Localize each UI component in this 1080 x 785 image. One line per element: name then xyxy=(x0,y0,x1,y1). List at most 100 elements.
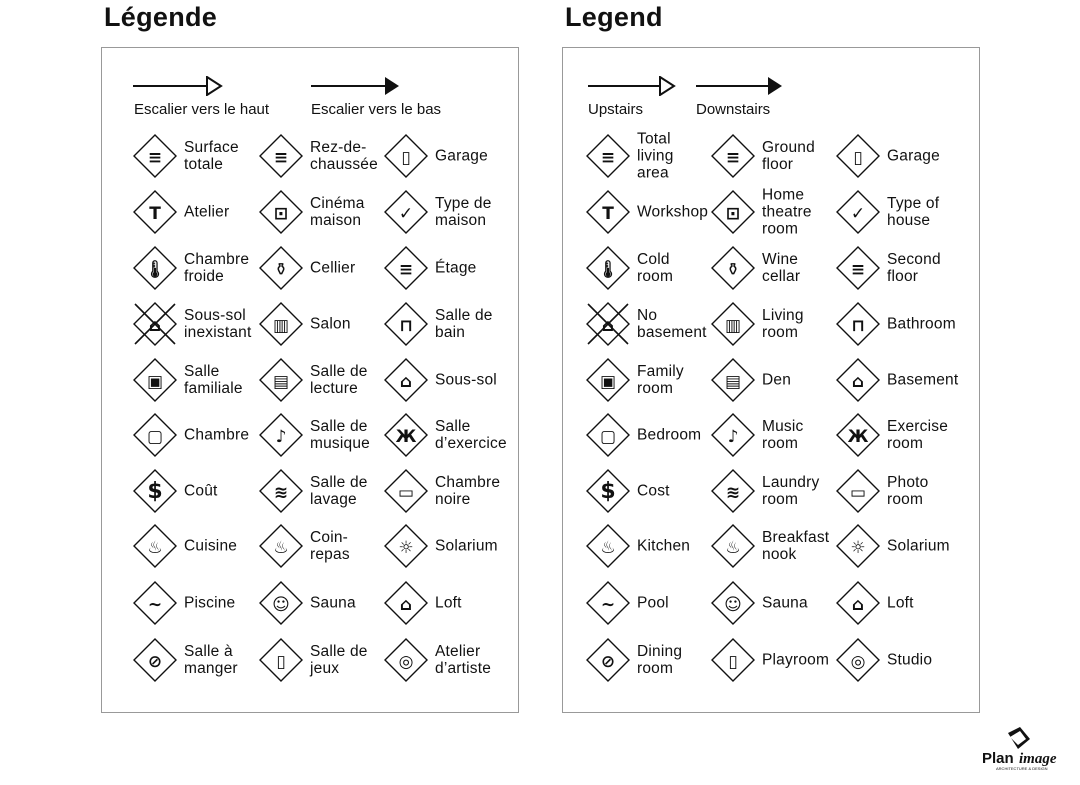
solarium-sun-icon: ☼ xyxy=(384,524,428,568)
english-legend-item: ⊡ Home theatre room xyxy=(711,187,858,262)
upstairs-label: Upstairs xyxy=(588,101,644,118)
english-legend-item: ⊓ Bathroom xyxy=(836,302,983,374)
svg-text:♨: ♨ xyxy=(147,538,162,558)
svg-text:▥: ▥ xyxy=(273,316,289,336)
breakfast-nook-icon: ♨ xyxy=(711,524,755,568)
cost-dollar-icon: $ xyxy=(586,469,630,513)
basement-icon: ⌂ xyxy=(384,358,428,402)
total-living-area-icon: ≡ xyxy=(133,134,177,178)
french-legend-item: ≋ Salle de lavage xyxy=(259,469,406,541)
svg-text:▣: ▣ xyxy=(600,372,616,392)
svg-text:≡: ≡ xyxy=(601,148,615,168)
legend-item-label: Piscine xyxy=(184,594,236,612)
workshop-hammer-icon: T xyxy=(133,190,177,234)
svg-text:▥: ▥ xyxy=(725,316,741,336)
legend-item-label: Sous-sol xyxy=(435,371,497,389)
den-book-icon: ▤ xyxy=(711,358,755,402)
svg-text:≡: ≡ xyxy=(399,260,413,280)
svg-text:⊘: ⊘ xyxy=(601,652,615,672)
svg-text:⊓: ⊓ xyxy=(399,316,413,336)
cold-room-thermometer-icon: 🌡︎ xyxy=(133,246,177,290)
french-legend-item: ⌂ Loft xyxy=(384,581,531,653)
bedroom-icon: ▢ xyxy=(133,413,177,457)
svg-text:✓: ✓ xyxy=(399,204,413,224)
english-legend-item: ⌂ No basement xyxy=(586,302,733,374)
svg-text:⊡: ⊡ xyxy=(726,204,740,224)
svg-text:⚱︎: ⚱︎ xyxy=(274,260,288,280)
svg-text:☺: ☺ xyxy=(724,595,742,615)
french-legend-item: ▢ Chambre xyxy=(133,413,280,485)
french-legend-item: ▭ Chambre noire xyxy=(384,469,531,541)
svg-text:◎: ◎ xyxy=(399,652,414,672)
legend-item-label: Garage xyxy=(435,147,488,165)
french-legend-item: ▯ Salle de jeux xyxy=(259,638,406,710)
kitchen-pot-icon: ♨ xyxy=(586,524,630,568)
legend-item-label: Salle de jeux xyxy=(310,643,368,677)
svg-text:⌂: ⌂ xyxy=(852,372,864,392)
legend-item-label: Étage xyxy=(435,259,477,277)
legend-item-label: Bathroom xyxy=(887,315,956,333)
family-room-tv-icon: ▣ xyxy=(133,358,177,402)
svg-text:☼: ☼ xyxy=(850,538,865,558)
legend-item-label: Second floor xyxy=(887,251,941,285)
legend-item-label: Salle de bain xyxy=(435,307,493,341)
legend-item-label: No basement xyxy=(637,307,707,341)
svg-text:▭: ▭ xyxy=(398,483,414,503)
legend-item-label: Home theatre room xyxy=(762,186,812,238)
legend-item-label: Cellier xyxy=(310,259,356,277)
laundry-icon: ≋ xyxy=(259,469,303,513)
svg-text:▤: ▤ xyxy=(725,372,741,392)
studio-palette-icon: ◎ xyxy=(836,638,880,682)
legend-item-label: Salle de musique xyxy=(310,418,370,452)
playroom-icon: ▯ xyxy=(259,638,303,682)
legend-item-label: Sauna xyxy=(762,594,808,612)
english-legend-item: ≡ Second floor xyxy=(836,246,983,318)
photo-room-icon: ▭ xyxy=(836,469,880,513)
stairs-down-arrow-icon xyxy=(311,77,399,95)
svg-text:Ж: Ж xyxy=(396,427,417,447)
legend-item-label: Salon xyxy=(310,315,351,333)
english-legend-item: ♨ Breakfast nook xyxy=(711,524,858,596)
legend-item-label: Workshop xyxy=(637,203,709,221)
english-legend-item: ⊘ Dining room xyxy=(586,638,733,710)
french-legend-item: ≡ Étage xyxy=(384,246,531,318)
legend-item-label: Garage xyxy=(887,147,940,165)
svg-text:▣: ▣ xyxy=(147,372,163,392)
svg-text:≡: ≡ xyxy=(148,148,162,168)
english-legend-item: ♪ Music room xyxy=(711,413,858,485)
studio-palette-icon: ◎ xyxy=(384,638,428,682)
sauna-icon: ☺ xyxy=(259,581,303,625)
svg-text:☺: ☺ xyxy=(272,595,290,615)
legend-item-label: Surface totale xyxy=(184,139,239,173)
pool-icon: ∼ xyxy=(133,581,177,625)
svg-text:≡: ≡ xyxy=(726,148,740,168)
no-basement-icon: ⌂ xyxy=(586,302,630,346)
legend-item-label: Ground floor xyxy=(762,139,815,173)
english-legend-item: ▭ Photo room xyxy=(836,469,983,541)
french-legend-item: 🌡︎ Chambre froide xyxy=(133,246,280,318)
svg-text:🌡︎: 🌡︎ xyxy=(144,259,166,280)
english-legend-item: $ Cost xyxy=(586,469,733,541)
french-legend-item: ▯ Garage xyxy=(384,134,531,206)
planimage-logo: Plan image ARCHITECTURE & DESIGN xyxy=(982,727,1057,771)
photo-room-icon: ▭ xyxy=(384,469,428,513)
legend-item-label: Cost xyxy=(637,482,670,500)
svg-text:♪: ♪ xyxy=(276,427,287,447)
svg-text:⌂: ⌂ xyxy=(852,595,864,615)
french-legend-item: ✓ Type de maison xyxy=(384,190,531,262)
svg-text:▭: ▭ xyxy=(850,483,866,503)
svg-text:◎: ◎ xyxy=(851,652,866,672)
bathroom-icon: ⊓ xyxy=(384,302,428,346)
type-of-house-icon: ✓ xyxy=(836,190,880,234)
legend-item-label: Atelier d’artiste xyxy=(435,643,492,677)
legend-item-label: Cinéma maison xyxy=(310,195,365,229)
english-legend-item: ▯ Garage xyxy=(836,134,983,206)
dining-plate-icon: ⊘ xyxy=(586,638,630,682)
legend-item-label: Playroom xyxy=(762,651,830,669)
french-legend-item: ♨ Cuisine xyxy=(133,524,280,596)
legend-item-label: Coin- repas xyxy=(310,529,350,563)
svg-text:▯: ▯ xyxy=(401,148,410,168)
svg-text:⌂: ⌂ xyxy=(400,372,412,392)
french-legend-item: ⊘ Salle à manger xyxy=(133,638,280,710)
stairs-up-label: Escalier vers le haut xyxy=(134,101,270,118)
